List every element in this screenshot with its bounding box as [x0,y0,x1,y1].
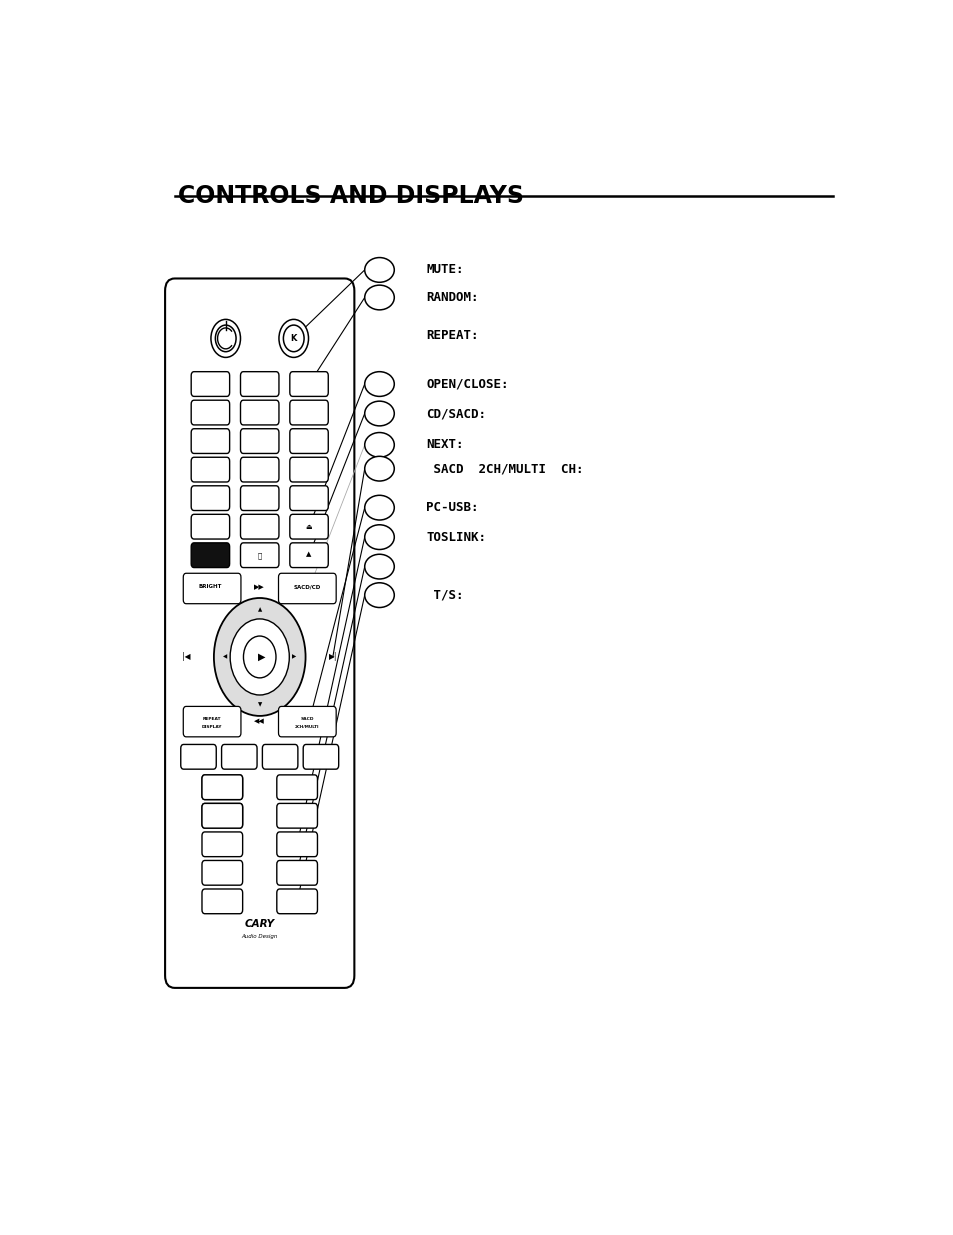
FancyBboxPatch shape [202,804,242,829]
FancyBboxPatch shape [276,889,317,914]
FancyBboxPatch shape [290,485,328,510]
FancyBboxPatch shape [191,514,230,538]
Text: ◀◀: ◀◀ [254,719,265,725]
Ellipse shape [364,372,394,396]
FancyBboxPatch shape [276,832,317,857]
FancyBboxPatch shape [290,514,328,538]
Circle shape [278,320,308,357]
FancyBboxPatch shape [240,400,278,425]
FancyBboxPatch shape [278,573,335,604]
FancyBboxPatch shape [240,372,278,396]
FancyBboxPatch shape [262,745,297,769]
FancyBboxPatch shape [191,457,230,482]
Text: REPEAT:: REPEAT: [426,329,478,342]
FancyBboxPatch shape [290,457,328,482]
FancyBboxPatch shape [240,485,278,510]
Text: ▶: ▶ [292,655,296,659]
Text: RANDOM:: RANDOM: [426,291,478,304]
Text: SACD  2CH/MULTI  CH:: SACD 2CH/MULTI CH: [426,462,583,475]
Text: BRIGHT: BRIGHT [198,584,221,589]
FancyBboxPatch shape [290,400,328,425]
Circle shape [283,325,304,352]
FancyBboxPatch shape [202,889,242,914]
Text: ⏏: ⏏ [305,524,312,530]
FancyBboxPatch shape [278,706,335,737]
Text: ▲: ▲ [257,606,261,611]
Ellipse shape [364,401,394,426]
FancyBboxPatch shape [191,429,230,453]
FancyBboxPatch shape [276,861,317,885]
Text: CD/SACD:: CD/SACD: [426,408,486,420]
FancyBboxPatch shape [202,774,242,799]
FancyBboxPatch shape [276,774,317,799]
Text: ⏸: ⏸ [257,552,261,558]
Text: ◀: ◀ [223,655,227,659]
FancyBboxPatch shape [290,372,328,396]
FancyBboxPatch shape [290,543,328,568]
FancyBboxPatch shape [202,774,242,799]
Text: NEXT:: NEXT: [426,438,463,452]
Ellipse shape [364,456,394,482]
Ellipse shape [364,285,394,310]
Ellipse shape [364,432,394,457]
Text: ▲: ▲ [306,551,312,557]
FancyBboxPatch shape [180,745,216,769]
FancyBboxPatch shape [240,543,278,568]
FancyBboxPatch shape [303,745,338,769]
Text: OPEN/CLOSE:: OPEN/CLOSE: [426,378,508,390]
Circle shape [243,636,275,678]
Text: ▶|: ▶| [328,652,336,662]
FancyBboxPatch shape [183,573,241,604]
Ellipse shape [364,495,394,520]
Circle shape [213,598,305,716]
FancyBboxPatch shape [240,429,278,453]
Circle shape [215,325,235,352]
Text: T/S:: T/S: [426,589,463,601]
Text: ▶▶: ▶▶ [254,584,265,590]
FancyBboxPatch shape [191,543,230,568]
FancyBboxPatch shape [183,706,241,737]
Ellipse shape [364,583,394,608]
Ellipse shape [364,555,394,579]
Text: CARY: CARY [244,919,274,929]
FancyBboxPatch shape [240,457,278,482]
Text: REPEAT: REPEAT [203,716,221,721]
FancyBboxPatch shape [202,861,242,885]
FancyBboxPatch shape [191,485,230,510]
FancyBboxPatch shape [191,400,230,425]
Text: SACD: SACD [300,716,314,721]
Circle shape [211,320,240,357]
Text: 2CH/MULTI: 2CH/MULTI [294,725,319,730]
FancyBboxPatch shape [221,745,256,769]
FancyBboxPatch shape [165,278,354,988]
Text: MUTE:: MUTE: [426,263,463,277]
FancyBboxPatch shape [276,804,317,829]
Text: K: K [291,333,296,343]
Text: DISPLAY: DISPLAY [202,725,222,730]
Text: Audio Design: Audio Design [241,934,277,939]
Text: ▼: ▼ [257,701,261,706]
Ellipse shape [364,525,394,550]
Text: ▶: ▶ [258,652,266,662]
FancyBboxPatch shape [202,832,242,857]
Circle shape [230,619,289,695]
FancyBboxPatch shape [202,804,242,829]
Text: PC-USB:: PC-USB: [426,501,478,514]
Text: CONTROLS AND DISPLAYS: CONTROLS AND DISPLAYS [178,184,524,209]
Text: SACD/CD: SACD/CD [294,584,320,589]
FancyBboxPatch shape [240,514,278,538]
Text: |◀: |◀ [182,652,191,662]
Ellipse shape [364,258,394,283]
FancyBboxPatch shape [191,372,230,396]
Text: TOSLINK:: TOSLINK: [426,531,486,543]
FancyBboxPatch shape [290,429,328,453]
